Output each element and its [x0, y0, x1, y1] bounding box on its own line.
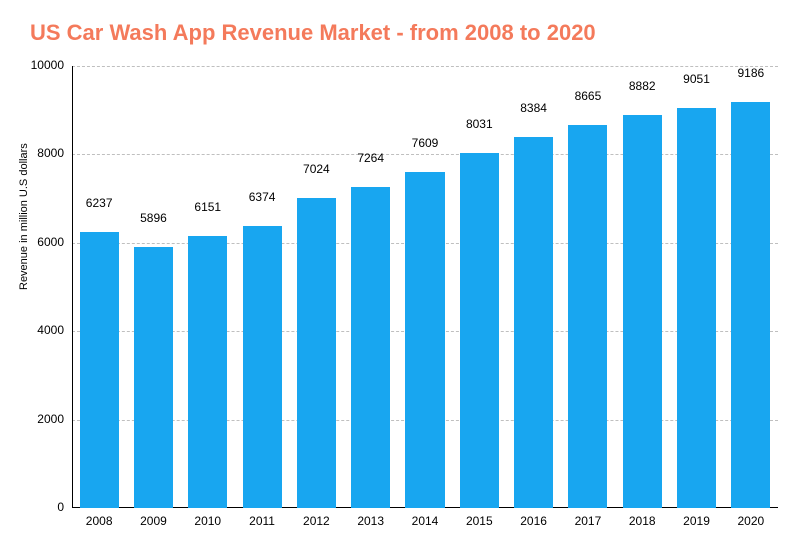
bar-slot: 7609 [398, 66, 452, 508]
bar [731, 102, 770, 508]
bar-value-label: 8384 [506, 101, 560, 119]
bar-slot: 7264 [344, 66, 398, 508]
bar-value-label: 6151 [181, 200, 235, 218]
bar [405, 172, 444, 508]
x-tick-label: 2010 [181, 514, 235, 528]
bar-value-label: 8031 [452, 117, 506, 135]
bar-slot: 8882 [615, 66, 669, 508]
bar-slot: 8384 [506, 66, 560, 508]
bar-slot: 6374 [235, 66, 289, 508]
bar-value-label: 6374 [235, 190, 289, 208]
bar-slot: 7024 [289, 66, 343, 508]
bar [351, 187, 390, 508]
bar [568, 125, 607, 508]
bar-value-label: 7024 [289, 162, 343, 180]
x-tick-label: 2019 [669, 514, 723, 528]
bar-slot: 6151 [181, 66, 235, 508]
bar [460, 153, 499, 508]
bar [243, 226, 282, 508]
bar [677, 108, 716, 508]
x-tick-label: 2014 [398, 514, 452, 528]
x-tick-label: 2016 [506, 514, 560, 528]
x-tick-label: 2020 [724, 514, 778, 528]
y-tick-label: 8000 [20, 146, 64, 160]
x-tick-label: 2017 [561, 514, 615, 528]
x-tick-label: 2013 [344, 514, 398, 528]
y-tick-label: 4000 [20, 323, 64, 337]
bar-value-label: 8882 [615, 79, 669, 97]
x-tick-label: 2011 [235, 514, 289, 528]
bar-value-label: 7609 [398, 136, 452, 154]
bar [188, 236, 227, 508]
y-tick-label: 10000 [20, 58, 64, 72]
y-tick-label: 6000 [20, 235, 64, 249]
bar-value-label: 9051 [669, 72, 723, 90]
bar-slot: 9186 [724, 66, 778, 508]
bar [623, 115, 662, 508]
x-tick-label: 2008 [72, 514, 126, 528]
x-tick-label: 2012 [289, 514, 343, 528]
chart-title: US Car Wash App Revenue Market - from 20… [0, 0, 800, 46]
y-axis-label: Revenue in million U.S dollars [18, 143, 30, 290]
y-tick-label: 0 [20, 500, 64, 514]
bar-slot: 5896 [126, 66, 180, 508]
bar-slot: 8031 [452, 66, 506, 508]
bar [80, 232, 119, 508]
x-tick-label: 2009 [126, 514, 180, 528]
x-tick-label: 2018 [615, 514, 669, 528]
bar [514, 137, 553, 508]
bar-slot: 9051 [669, 66, 723, 508]
bar-slot: 6237 [72, 66, 126, 508]
bar [297, 198, 336, 508]
y-tick-label: 2000 [20, 412, 64, 426]
x-tick-label: 2015 [452, 514, 506, 528]
bar-slot: 8665 [561, 66, 615, 508]
bar [134, 247, 173, 508]
chart-plot-area: 0200040006000800010000623758966151637470… [72, 66, 778, 508]
bar-value-label: 5896 [126, 211, 180, 229]
bar-value-label: 8665 [561, 89, 615, 107]
bar-value-label: 9186 [724, 66, 778, 84]
bar-value-label: 6237 [72, 196, 126, 214]
bar-value-label: 7264 [344, 151, 398, 169]
bars-container: 6237589661516374702472647609803183848665… [72, 66, 778, 508]
